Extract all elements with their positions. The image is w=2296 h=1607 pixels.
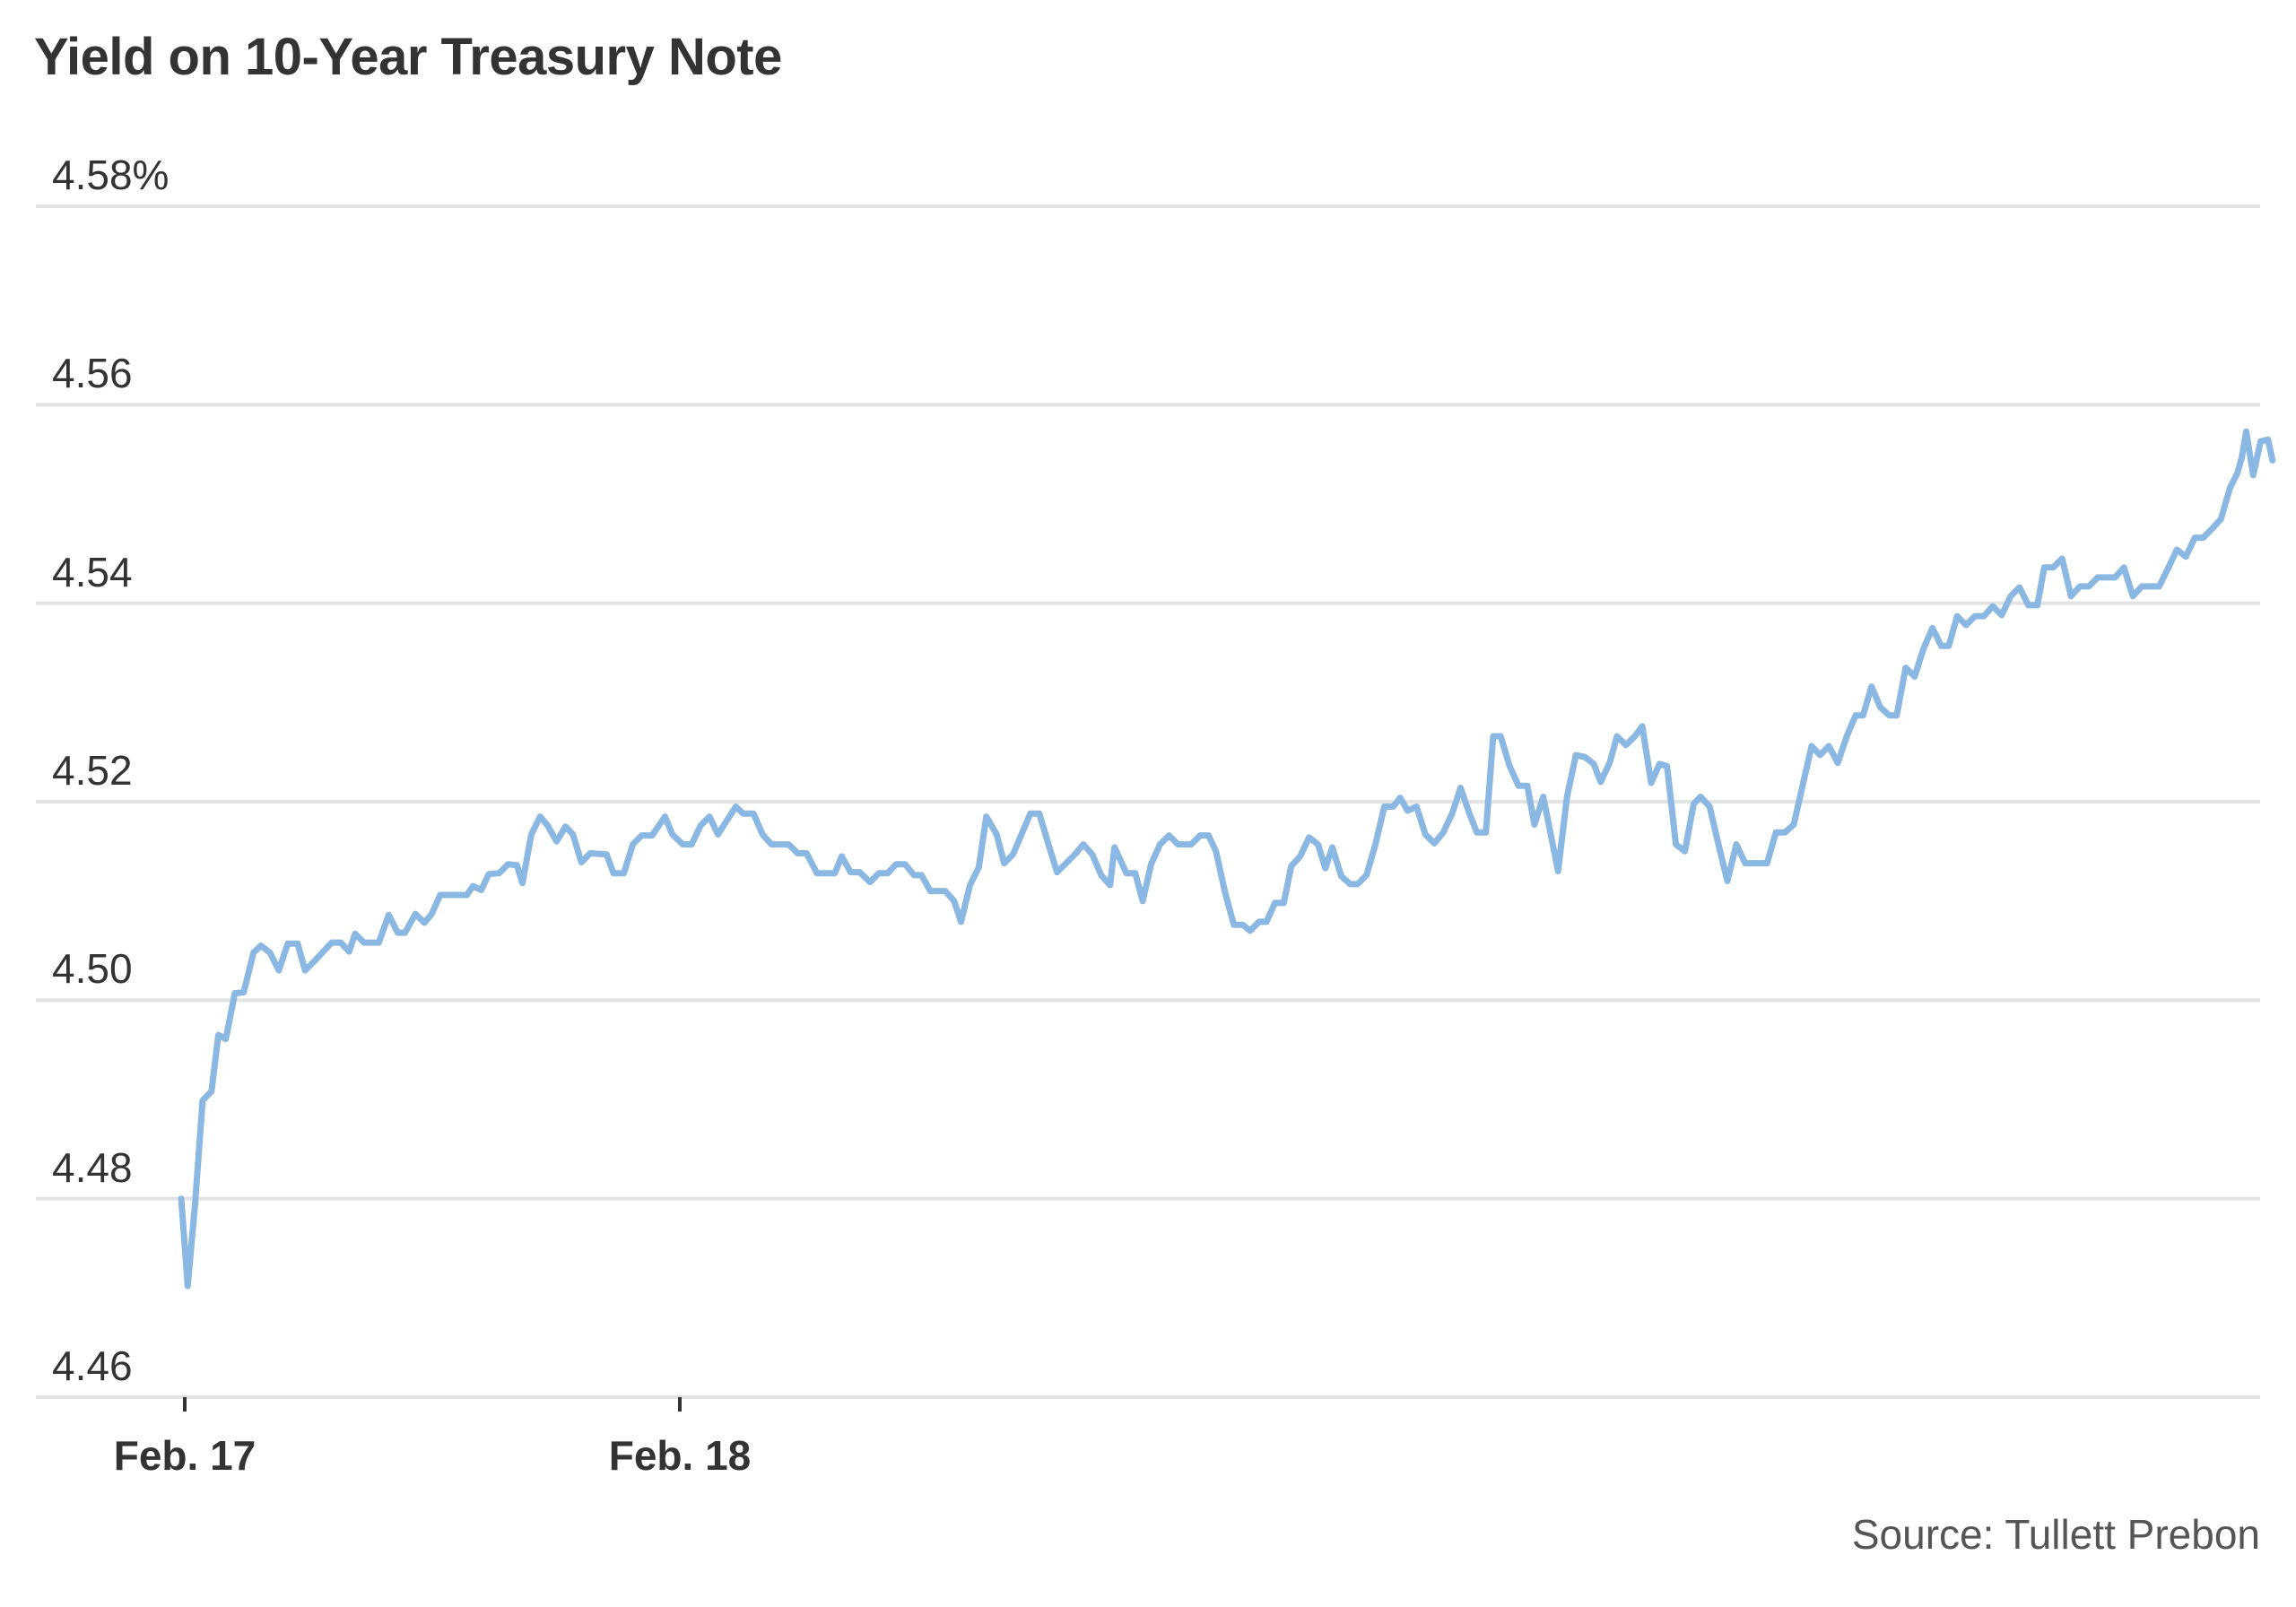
- x-axis-label: Feb. 17: [113, 1432, 257, 1479]
- y-axis-label: 4.52: [52, 747, 133, 794]
- source-note: Source: Tullett Prebon: [1851, 1511, 2260, 1558]
- chart-title: Yield on 10-Year Treasury Note: [34, 28, 782, 86]
- gridlines: [36, 204, 2260, 1399]
- y-axis-label: 4.48: [52, 1143, 133, 1191]
- y-axis-label: 4.50: [52, 945, 133, 993]
- y-axis-label: 4.58%: [52, 152, 170, 198]
- y-axis-label: 4.56: [52, 350, 133, 397]
- yield-line: [178, 428, 2276, 1290]
- x-axis-label: Feb. 18: [608, 1432, 752, 1479]
- y-axis-label: 4.46: [52, 1342, 133, 1389]
- y-axis-label: 4.54: [52, 548, 133, 595]
- x-axis-ticks: [183, 1397, 682, 1412]
